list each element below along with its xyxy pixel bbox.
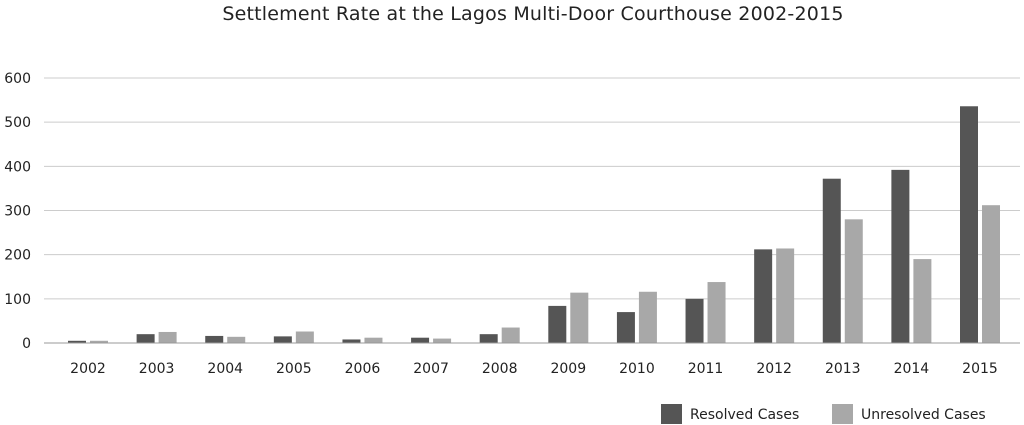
bar-resolved-2013	[822, 178, 841, 343]
chart-title: Settlement Rate at the Lagos Multi-Door …	[222, 3, 844, 25]
y-tick-label: 500	[4, 115, 31, 131]
bars	[68, 106, 1000, 344]
x-tick-label: 2015	[962, 361, 998, 377]
legend-swatch-unresolved	[832, 404, 853, 424]
x-tick-label: 2004	[207, 361, 243, 377]
legend-label-resolved: Resolved Cases	[690, 407, 799, 423]
bar-resolved-2012	[754, 249, 773, 343]
y-tick-label: 600	[4, 71, 31, 87]
gridlines	[44, 77, 1020, 300]
y-tick-label: 0	[22, 336, 31, 352]
bar-resolved-2008	[479, 334, 498, 343]
bar-unresolved-2002	[90, 340, 108, 343]
bar-unresolved-2013	[844, 219, 863, 343]
bar-unresolved-2014	[913, 259, 932, 343]
bar-unresolved-2006	[364, 337, 383, 343]
bar-resolved-2007	[411, 337, 430, 343]
bar-unresolved-2015	[982, 205, 1000, 343]
x-tick-label: 2007	[413, 361, 449, 377]
legend-swatch-resolved	[661, 404, 682, 424]
x-axis-ticks: 2002 2003 2004 2005 2006 2007 2008 2009 2010 2011…	[70, 361, 998, 377]
bar-resolved-2009	[548, 305, 567, 343]
x-tick-label: 2006	[345, 361, 381, 377]
bar-resolved-2002	[68, 340, 86, 343]
bar-resolved-2006	[342, 339, 361, 343]
y-tick-label: 100	[4, 292, 31, 308]
bar-resolved-2015	[960, 106, 978, 344]
x-tick-label: 2010	[619, 361, 655, 377]
bar-unresolved-2009	[570, 292, 589, 343]
x-tick-label: 2008	[482, 361, 518, 377]
bar-resolved-2003	[136, 334, 155, 343]
x-tick-label: 2012	[756, 361, 792, 377]
x-tick-label: 2002	[70, 361, 106, 377]
bar-unresolved-2012	[776, 248, 795, 343]
bar-unresolved-2011	[707, 282, 726, 343]
bar-resolved-2005	[273, 336, 292, 343]
y-tick-label: 300	[4, 204, 31, 220]
legend: Resolved Cases Unresolved Cases	[661, 404, 986, 424]
bar-resolved-2011	[685, 298, 704, 343]
bar-unresolved-2007	[433, 338, 452, 343]
y-tick-label: 400	[4, 159, 31, 175]
x-tick-label: 2003	[139, 361, 175, 377]
bar-unresolved-2010	[638, 291, 657, 343]
legend-label-unresolved: Unresolved Cases	[861, 407, 986, 423]
x-tick-label: 2011	[688, 361, 724, 377]
bar-resolved-2014	[891, 169, 910, 343]
bar-resolved-2004	[205, 335, 224, 343]
bar-unresolved-2004	[227, 336, 246, 343]
x-tick-label: 2014	[894, 361, 930, 377]
y-tick-label: 200	[4, 248, 31, 264]
bar-unresolved-2003	[158, 331, 177, 343]
bar-resolved-2010	[616, 312, 635, 343]
x-tick-label: 2013	[825, 361, 861, 377]
x-tick-label: 2005	[276, 361, 312, 377]
bar-unresolved-2008	[501, 327, 520, 343]
y-axis-ticks: 0 100 200 300 400 500 600	[4, 71, 31, 352]
bar-unresolved-2005	[295, 331, 314, 343]
x-tick-label: 2009	[550, 361, 586, 377]
